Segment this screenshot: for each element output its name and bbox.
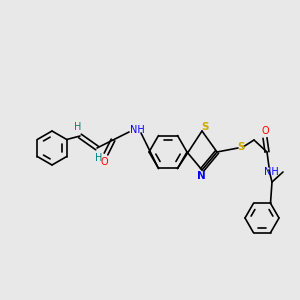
Text: H: H bbox=[74, 122, 82, 132]
Text: O: O bbox=[261, 126, 269, 136]
Text: S: S bbox=[201, 122, 209, 132]
Text: NH: NH bbox=[130, 125, 145, 135]
Text: NH: NH bbox=[264, 167, 279, 177]
Text: O: O bbox=[100, 157, 108, 167]
Text: S: S bbox=[237, 142, 245, 152]
Text: N: N bbox=[196, 171, 206, 181]
Text: H: H bbox=[95, 153, 103, 163]
